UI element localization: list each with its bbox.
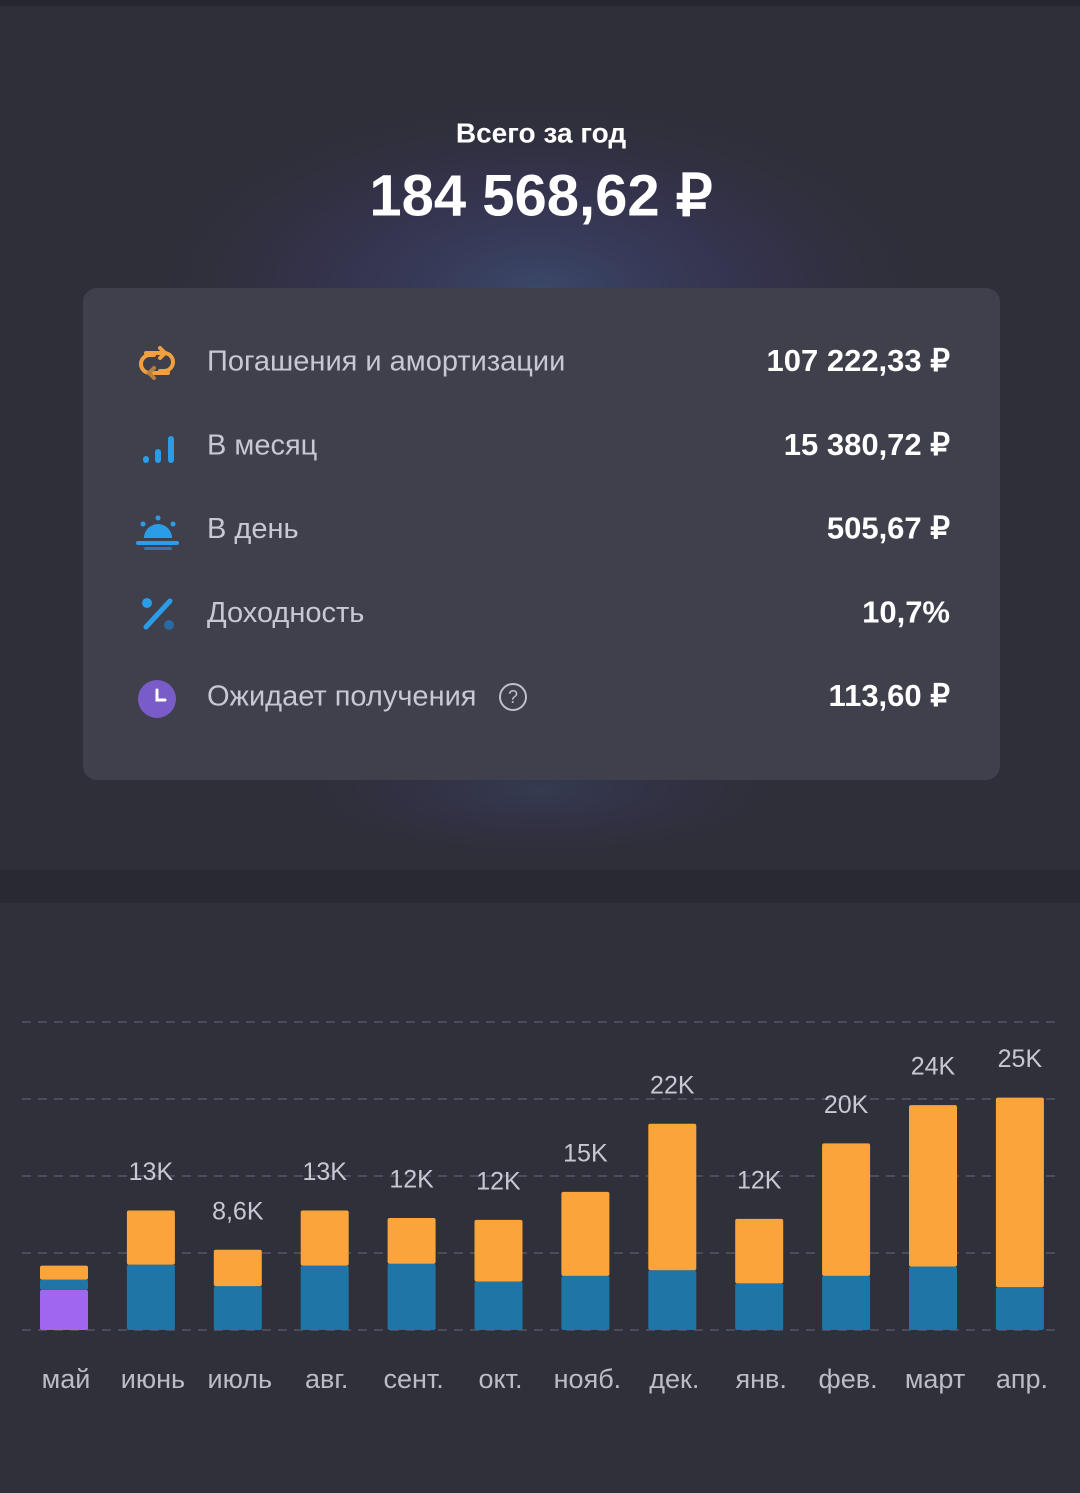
x-tick-label: март xyxy=(905,1364,965,1394)
bar-segment xyxy=(822,1275,871,1330)
divider xyxy=(0,870,1080,903)
total-label: 12K xyxy=(389,1166,434,1194)
total-label: 15K xyxy=(563,1139,608,1167)
stat-label: Погашения и амортизации xyxy=(207,346,565,378)
bar-segment xyxy=(40,1265,88,1280)
icon-yield xyxy=(142,598,174,630)
stat-label: В день xyxy=(207,513,299,545)
bar-segment xyxy=(995,1097,1044,1288)
bar-segment xyxy=(735,1218,784,1284)
stat-value: 10,7% xyxy=(862,594,950,629)
x-tick-label: апр. xyxy=(996,1364,1048,1394)
bar-segment xyxy=(474,1219,523,1282)
bar-segment xyxy=(387,1263,436,1330)
x-tick-label: окт. xyxy=(478,1364,522,1394)
total-label: 20K xyxy=(824,1091,869,1119)
bar-segment xyxy=(213,1286,262,1330)
total-label: 25K xyxy=(998,1045,1043,1073)
total-label: 12K xyxy=(476,1167,521,1195)
bar-segment xyxy=(126,1264,175,1330)
help-icon[interactable] xyxy=(499,683,527,711)
title: Всего за год xyxy=(456,117,626,148)
bar-segment xyxy=(40,1289,88,1330)
total-label: 13K xyxy=(302,1158,347,1186)
bar-segment xyxy=(822,1143,871,1276)
total-amount: 184 568,62 ₽ xyxy=(369,163,712,228)
bar-segment xyxy=(909,1266,957,1330)
bar-segment xyxy=(213,1249,262,1287)
x-tick-label: янв. xyxy=(736,1364,787,1394)
icon-month xyxy=(143,436,174,463)
bar-segment xyxy=(474,1281,523,1330)
bar-segment xyxy=(909,1105,957,1267)
icon-repay xyxy=(139,346,175,380)
stat-value: 107 222,33 ₽ xyxy=(767,343,951,378)
stat-label: Доходность xyxy=(207,597,364,629)
stat-value: 505,67 ₽ xyxy=(827,511,950,546)
top-edge xyxy=(0,0,1080,6)
x-tick-label: нояб. xyxy=(554,1364,622,1394)
total-label: 13K xyxy=(129,1158,174,1186)
stat-label: В месяц xyxy=(207,429,317,461)
bar-segment xyxy=(995,1287,1044,1330)
bar-segment xyxy=(735,1283,784,1330)
bar-segment xyxy=(387,1218,436,1264)
stat-value: 15 380,72 ₽ xyxy=(784,427,951,462)
x-tick-label: июль xyxy=(208,1364,273,1394)
stats-card xyxy=(83,288,1000,780)
icon-pending xyxy=(138,680,176,718)
bar-segment xyxy=(561,1191,610,1276)
total-label: 24K xyxy=(911,1053,956,1081)
bar-segment xyxy=(300,1265,349,1330)
total-label: 8,6K xyxy=(212,1197,264,1225)
help-icon-mark[interactable]: ? xyxy=(508,687,518,707)
bar-segment xyxy=(126,1210,175,1265)
stat-label: Ожидает получения xyxy=(207,680,476,712)
x-tick-label: авг. xyxy=(305,1364,348,1394)
bar-segment xyxy=(648,1270,697,1330)
x-tick-label: сент. xyxy=(383,1364,443,1394)
bar-segment xyxy=(561,1275,610,1330)
stat-value: 113,60 ₽ xyxy=(829,678,951,713)
icon-day xyxy=(136,515,179,550)
total-label: 12K xyxy=(737,1167,782,1195)
total-label: 22K xyxy=(650,1071,695,1099)
bar-segment xyxy=(40,1279,88,1290)
x-tick-label: май xyxy=(42,1364,91,1394)
bar-segment xyxy=(300,1210,349,1266)
x-tick-label: фев. xyxy=(819,1364,878,1394)
x-tick-label: июнь xyxy=(121,1364,185,1394)
bar-segment xyxy=(648,1123,697,1271)
x-tick-label: дек. xyxy=(649,1364,699,1394)
